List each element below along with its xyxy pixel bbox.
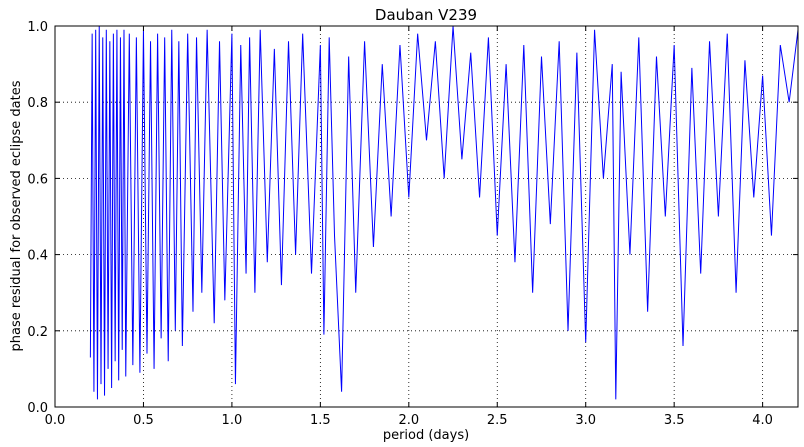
y-tick-label: 0.8 [27, 96, 48, 111]
y-tick-label: 0.4 [27, 249, 48, 264]
y-tick-label: 0.2 [27, 325, 48, 340]
x-tick-label: 0.5 [133, 413, 154, 428]
x-axis-label: period (days) [383, 428, 469, 443]
x-tick-label: 3.0 [575, 413, 596, 428]
plot-area [89, 26, 798, 400]
x-tick-label: 1.0 [222, 413, 243, 428]
y-tick-label: 0.6 [27, 172, 48, 187]
y-axis-label: phase residual for observed eclipse date… [9, 80, 24, 351]
y-tick-label: 0.0 [27, 401, 48, 416]
x-tick-label: 2.0 [398, 413, 419, 428]
y-axis: 0.0 0.2 0.4 0.6 0.8 1.0 [27, 20, 798, 416]
x-tick-label: 1.5 [310, 413, 331, 428]
x-axis: 0.0 0.5 1.0 1.5 2.0 2.5 3.0 3.5 4.0 [45, 26, 773, 428]
x-tick-label: 2.5 [487, 413, 508, 428]
x-tick-label: 0.0 [45, 413, 66, 428]
chart-title: Dauban V239 [375, 6, 477, 24]
y-tick-label: 1.0 [27, 20, 48, 35]
series-line [89, 26, 798, 400]
x-tick-label: 4.0 [752, 413, 773, 428]
plot-frame [54, 25, 799, 408]
x-tick-label: 3.5 [664, 413, 685, 428]
